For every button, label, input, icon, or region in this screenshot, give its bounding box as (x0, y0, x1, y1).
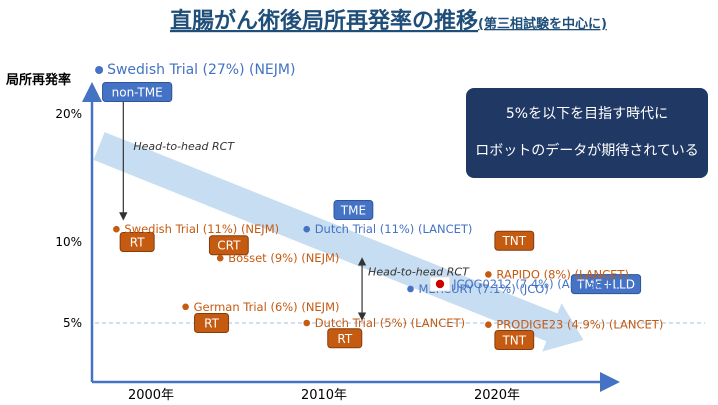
category-tag: non-TME (102, 82, 173, 102)
y-tick-label: 5% (63, 316, 82, 330)
callout-line-2: ロボットのデータが期待されている (475, 142, 699, 159)
y-axis-label: 局所再発率 (6, 72, 71, 88)
category-tag: TME+LLD (570, 274, 642, 295)
data-point (95, 66, 104, 74)
data-point (407, 285, 414, 293)
data-point (303, 225, 311, 233)
callout-line-1: 5%を以下を目指す時代に (506, 106, 668, 122)
data-point (113, 225, 120, 233)
data-label: Swedish Trial (27%) (NEJM) (107, 62, 295, 78)
x-tick-label: 2000年 (128, 388, 174, 403)
category-tag-label: TME+LLD (576, 278, 635, 292)
data-label: PRODIGE23 (4.9%) (LANCET) (496, 318, 663, 332)
y-tick-label: 10% (55, 235, 82, 249)
data-point (182, 303, 189, 311)
category-tag-label: non-TME (112, 86, 163, 100)
comparison-label: Head-to-head RCT (368, 265, 470, 278)
category-tag: RT (194, 313, 230, 333)
data-label: Bosset (9%) (NEJM) (228, 251, 339, 265)
category-tag: TME (333, 200, 374, 220)
data-label: Dutch Trial (11%) (LANCET) (315, 222, 473, 236)
category-tag: TNT (494, 330, 535, 350)
category-tag-label: TME (340, 204, 366, 218)
category-tag-label: CRT (217, 239, 241, 253)
data-label: MERCURY (7.1%) (JCO) (419, 282, 549, 296)
category-tag: CRT (208, 235, 249, 256)
data-label: Swedish Trial (11%) (NEJM) (124, 222, 279, 236)
data-label: German Trial (6%) (NEJM) (194, 300, 340, 314)
category-tag-label: RT (130, 236, 145, 250)
comparison-label: Head-to-head RCT (133, 140, 235, 153)
category-tag-label: TNT (501, 334, 526, 348)
japan-flag-icon (429, 276, 451, 292)
category-tag: TNT (494, 230, 535, 251)
category-tag-label: RT (337, 332, 352, 346)
data-label: JCOG0212 (7.4%) (Ann Surg) (452, 277, 619, 291)
x-tick-label: 2010年 (301, 388, 347, 403)
category-tag-label: RT (204, 317, 219, 331)
data-point (485, 271, 492, 278)
category-tag-label: TNT (501, 234, 526, 248)
category-tag: RT (119, 232, 155, 252)
chart-title: 直腸がん術後局所再発率の推移 (170, 8, 478, 34)
trend-arrow (93, 132, 584, 352)
data-point (216, 254, 224, 262)
data-label: Dutch Trial (5%) (LANCET) (315, 316, 465, 330)
chart-subtitle: (第三相試験を中心に) (478, 16, 607, 32)
y-tick-label: 20% (55, 107, 82, 121)
x-tick-label: 2020年 (474, 388, 520, 403)
category-tag: RT (327, 328, 363, 349)
data-point (485, 321, 492, 329)
data-label: RAPIDO (8%) (LANCET) (496, 267, 629, 281)
data-point (303, 319, 311, 327)
callout-box: 5%を以下を目指す時代に ロボットのデータが期待されている (466, 88, 708, 178)
